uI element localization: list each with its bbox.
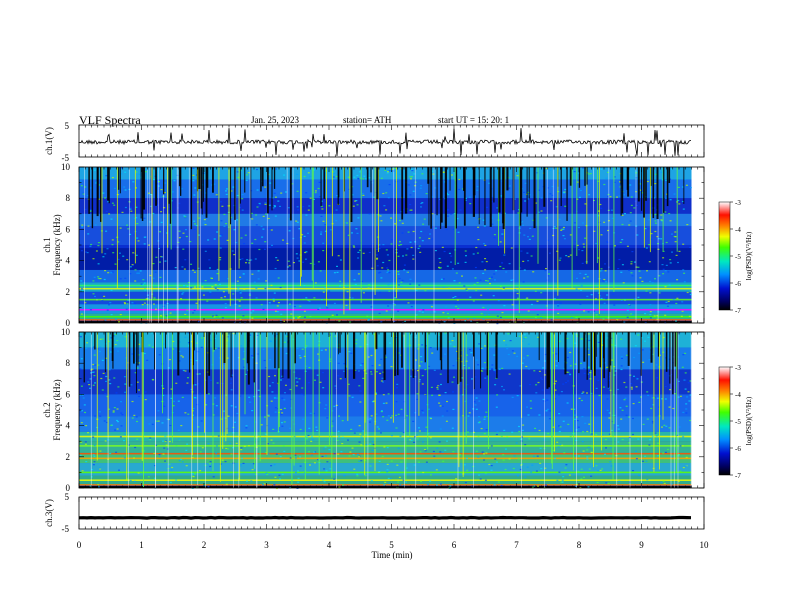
ch2-freq-tick-4: 4 <box>66 421 71 431</box>
ch2-colorbar-tick-label--5: -5 <box>735 418 741 426</box>
ch1-ytick-bottom: -5 <box>62 153 70 163</box>
ch1-freq-tick-4: 4 <box>66 256 71 266</box>
ch1-freq-tick-0: 0 <box>66 318 71 328</box>
ch1-freq-tick-6: 6 <box>66 224 71 234</box>
ch1-freq-tick-10: 10 <box>61 162 71 172</box>
ch1-ytick-top: 5 <box>65 121 70 131</box>
ch3-ytick-bottom: -5 <box>62 524 70 534</box>
ch2-colorbar-tick-label--3: -3 <box>735 364 741 372</box>
x-tick-label-2: 2 <box>202 540 207 550</box>
ch2-spec-ylabel-channel: ch.2 <box>42 402 52 417</box>
x-tick-label-7: 7 <box>514 540 519 550</box>
ch2-colorbar-tick-label--4: -4 <box>735 391 741 399</box>
ch2-spec-ylabel-freq: Frequency (kHz) <box>52 379 62 440</box>
x-tick-label-6: 6 <box>452 540 457 550</box>
ch1-colorbar-tick-label--5: -5 <box>735 253 741 261</box>
ch1-colorbar-tick-label--4: -4 <box>735 226 741 234</box>
station-label: station= ATH <box>343 115 392 125</box>
ch1-ylabel: ch.1(V) <box>44 127 54 155</box>
ch1-spec-ylabel-channel: ch.1 <box>42 237 52 252</box>
ch1-spec-ylabel-freq: Frequency (kHz) <box>52 214 62 275</box>
ch2-freq-tick-8: 8 <box>66 358 71 368</box>
x-tick-label-8: 8 <box>577 540 582 550</box>
ch1-freq-tick-2: 2 <box>66 287 71 297</box>
ch1-colorbar-tick-label--6: -6 <box>735 280 741 288</box>
ch2-freq-tick-0: 0 <box>66 483 71 493</box>
ch1-colorbar-tick-label--7: -7 <box>735 307 741 315</box>
ch2-colorbar: -3 -4 -5 -6 -7 log(PSD)(V²/Hz) <box>718 364 753 480</box>
chart-title: VLF Spectra <box>79 113 141 127</box>
ch2-freq-tick-10: 10 <box>61 327 71 337</box>
ch2-colorbar-label: log(PSD)(V²/Hz) <box>745 396 753 445</box>
x-tick-label-10: 10 <box>700 540 710 550</box>
ch3-ytick-top: 5 <box>65 492 70 502</box>
ch1-spectrogram-image <box>79 167 692 325</box>
ch2-colorbar-tick-label--6: -6 <box>735 445 741 453</box>
start-time-label: start UT = 15: 20: 1 <box>438 115 510 125</box>
ch2-freq-tick-2: 2 <box>66 452 71 462</box>
x-tick-label-4: 4 <box>327 540 332 550</box>
x-tick-label-9: 9 <box>639 540 644 550</box>
ch3-ylabel: ch.3(V) <box>44 499 54 527</box>
ch1-waveform-panel: 5 -5 ch.1(V) <box>44 121 705 163</box>
x-tick-label-3: 3 <box>264 540 269 550</box>
ch1-freq-tick-8: 8 <box>66 193 71 203</box>
ch2-spectrogram-panel: 0 2 4 6 8 10 ch.2 Frequency (kHz) <box>42 327 705 493</box>
ch1-spectrogram-panel: 0 2 4 6 8 10 ch.1 Frequency (kHz) <box>42 162 705 328</box>
x-tick-label-5: 5 <box>389 540 394 550</box>
x-tick-label-1: 1 <box>139 540 144 550</box>
ch1-colorbar: -3 -4 -5 -6 -7 log(PSD)(V²/Hz) <box>718 199 753 315</box>
ch2-spectrogram-image <box>79 332 692 490</box>
ch2-colorbar-tick-label--7: -7 <box>735 472 741 480</box>
ch1-colorbar-gradient <box>718 201 731 311</box>
ch1-colorbar-tick-label--3: -3 <box>735 199 741 207</box>
ch3-waveform-trace <box>78 515 692 520</box>
ch2-freq-tick-6: 6 <box>66 389 71 399</box>
ch2-colorbar-gradient <box>718 366 731 476</box>
ch3-waveform-panel: 5 -5 ch.3(V) 0 1 2 3 4 5 6 7 8 9 10 Time (min) <box>44 492 709 560</box>
x-tick-label-0: 0 <box>77 540 82 550</box>
ch1-waveform-trace <box>78 128 692 157</box>
date-label: Jan. 25, 2023 <box>251 115 299 125</box>
ch1-colorbar-label: log(PSD)(V²/Hz) <box>745 231 753 280</box>
x-axis-label: Time (min) <box>372 550 413 560</box>
